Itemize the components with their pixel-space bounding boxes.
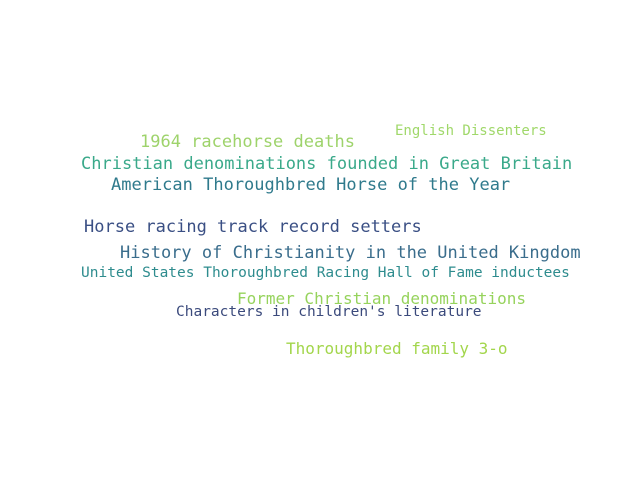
word-american-thoroughbred-horse-of-the-year: American Thoroughbred Horse of the Year <box>111 175 511 195</box>
word-us-thoroughbred-hall-of-fame: United States Thoroughbred Racing Hall o… <box>81 265 570 281</box>
word-former-christian-denominations: Former Christian denominations <box>237 289 526 308</box>
word-english-dissenters: English Dissenters <box>395 123 547 139</box>
word-characters-in-childrens-literature: Characters in children's literature <box>176 304 482 320</box>
word-christian-denominations-great-britain: Christian denominations founded in Great… <box>81 154 573 174</box>
word-horse-racing-track-record-setters: Horse racing track record setters <box>84 217 422 237</box>
word-1964-racehorse-deaths: 1964 racehorse deaths <box>140 132 355 152</box>
word-history-of-christianity-uk: History of Christianity in the United Ki… <box>120 243 581 263</box>
word-thoroughbred-family-3-o: Thoroughbred family 3-o <box>286 339 508 358</box>
